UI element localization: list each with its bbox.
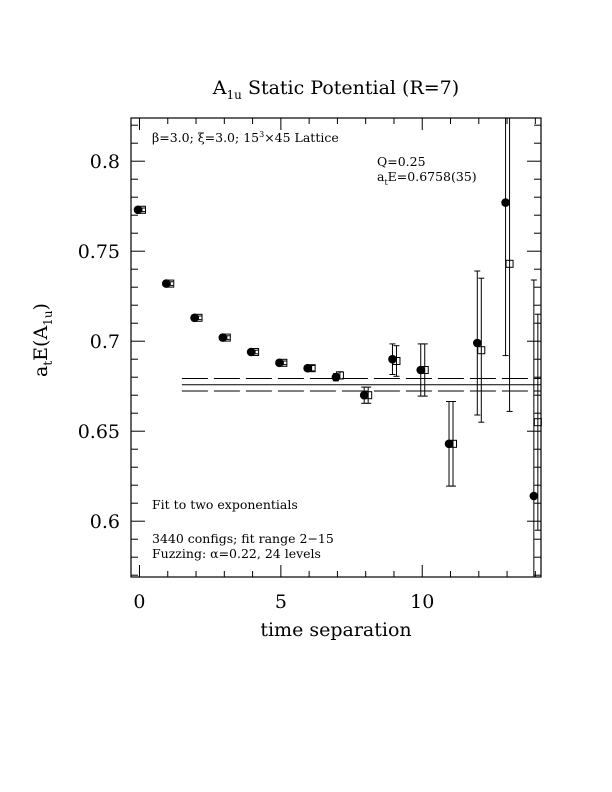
fuzzing-annotation: Fuzzing: α=0.22, 24 levels — [152, 546, 321, 561]
data-point-square — [477, 346, 486, 355]
data-point-square — [307, 364, 316, 373]
data-point-square — [449, 439, 458, 448]
data-point-square — [505, 259, 514, 268]
energy-annotation: atE=0.6758(35) — [377, 169, 477, 187]
data-point-square — [392, 357, 401, 365]
data-point-circle — [501, 198, 510, 207]
data-point-square — [137, 205, 146, 214]
x-tick-label: 10 — [410, 591, 434, 613]
chart-title: A1u Static Potential (R=7) — [212, 77, 459, 102]
data-point-square — [364, 391, 373, 400]
fit-band — [181, 377, 541, 392]
data-point-circle — [529, 491, 539, 501]
data-point-square — [335, 371, 344, 380]
y-tick-label: 0.75 — [78, 241, 120, 263]
fit-annotation: Fit to two exponentials — [152, 497, 298, 512]
data-point-square — [533, 418, 542, 427]
y-tick-label: 0.7 — [90, 331, 120, 353]
lattice-annotation: β=3.0; ξ=3.0; 153×45 Lattice — [152, 130, 339, 145]
configs-annotation: 3440 configs; fit range 2−15 — [152, 531, 334, 546]
data-point-square — [251, 348, 260, 356]
y-tick-label: 0.6 — [90, 511, 120, 533]
data-point-circle — [472, 338, 482, 348]
data-points — [133, 118, 542, 577]
plot-frame — [130, 117, 542, 578]
axis-ticks: 0 5 10 0.6 0.65 0.7 0.75 0.8 — [78, 118, 541, 613]
x-tick-label: 5 — [275, 591, 287, 613]
y-axis-label: atE(A1u) — [30, 303, 55, 377]
data-point-square — [166, 279, 175, 288]
y-tick-label: 0.65 — [78, 421, 120, 443]
data-point-square — [420, 366, 429, 374]
y-tick-label: 0.8 — [90, 151, 120, 173]
q-value-annotation: Q=0.25 — [377, 154, 426, 169]
data-point-square — [222, 333, 231, 342]
data-point-square — [279, 358, 288, 367]
x-axis-label: time separation — [260, 619, 411, 641]
x-tick-label: 0 — [133, 591, 145, 613]
data-point-square — [194, 313, 203, 322]
